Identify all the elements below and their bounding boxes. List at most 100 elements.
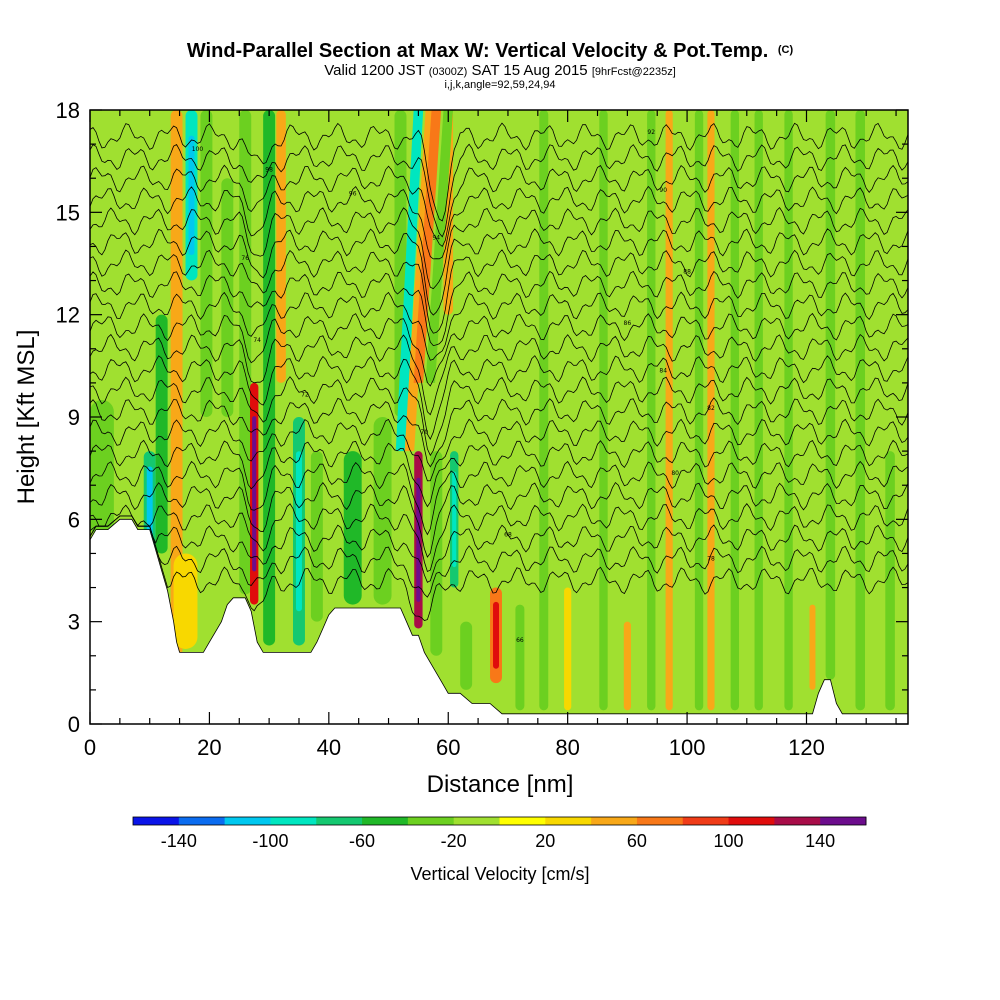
terrain-outline xyxy=(90,518,908,724)
theta-contour-19 xyxy=(90,164,908,248)
colorbar-tick-label: -60 xyxy=(349,831,375,851)
colorbar-tick-label: 60 xyxy=(627,831,647,851)
colorbar-tick-label: 100 xyxy=(714,831,744,851)
colorbar-tick-label: -140 xyxy=(161,831,197,851)
colorbar-tick-label: -100 xyxy=(252,831,288,851)
w-cell-5 xyxy=(173,553,198,649)
w-cell-34 xyxy=(784,110,793,711)
w-cell-37 xyxy=(855,110,866,711)
w-cell-36 xyxy=(825,110,836,680)
x-axis: 0 20 40 60 80 100 120 xyxy=(84,110,897,760)
theta-contour-16 xyxy=(90,228,908,316)
colorbar-swatch xyxy=(178,817,226,825)
w-cell-23 xyxy=(515,604,525,711)
theta-contour-6 xyxy=(90,439,908,508)
colorbar-swatch xyxy=(636,817,684,825)
w-cell-14 xyxy=(343,451,362,605)
contour-label: 66 xyxy=(516,637,524,644)
colorbar-swatch xyxy=(682,817,730,825)
w-cell-29 xyxy=(665,110,673,711)
w-cell-27 xyxy=(623,621,631,711)
theta-contour-11 xyxy=(90,333,908,416)
chart-subtitle-2: i,j,k,angle=92,59,24,94 xyxy=(444,79,555,91)
w-cell-25 xyxy=(564,587,572,711)
colorbar-title: Vertical Velocity [cm/s] xyxy=(410,864,589,884)
chart-subtitle: Valid 1200 JST (0300Z) SAT 15 Aug 2015 [… xyxy=(324,62,676,79)
contour-label: 78 xyxy=(707,555,715,562)
w-cell-30 xyxy=(694,110,704,711)
colorbar-tick-label: 140 xyxy=(805,831,835,851)
theta-contour-3 xyxy=(90,503,908,573)
contour-label: 70 xyxy=(421,429,429,436)
w-core-9 xyxy=(252,416,257,572)
terrain xyxy=(90,519,908,724)
w-cell-24 xyxy=(539,110,549,711)
colorbar-tick-label: -20 xyxy=(441,831,467,851)
w-cell-15 xyxy=(373,417,392,605)
colorbar-swatch xyxy=(362,817,409,825)
chart-title: Wind-Parallel Section at Max W: Vertical… xyxy=(187,40,794,62)
contour-label: 82 xyxy=(707,405,715,412)
contour-label: 94 xyxy=(432,235,440,242)
w-core-19 xyxy=(452,471,457,568)
theta-contour-10 xyxy=(90,355,908,440)
colorbar-swatch xyxy=(545,817,592,825)
colorbar-swatch xyxy=(591,817,638,825)
y-tick-label: 0 xyxy=(68,712,80,737)
theta-contour-0 xyxy=(90,515,908,621)
contour-label: 92 xyxy=(647,129,655,136)
colorbar-swatch xyxy=(820,817,867,825)
w-cell-3 xyxy=(170,110,183,656)
y-tick-label: 9 xyxy=(68,405,80,430)
theta-contour-2 xyxy=(90,515,908,583)
theta-contour-8 xyxy=(90,397,908,468)
w-band-0 xyxy=(395,110,424,452)
w-cell-35 xyxy=(809,604,816,690)
theta-contour-5 xyxy=(90,460,908,536)
w-cell-0 xyxy=(90,399,114,537)
theta-contour-13 xyxy=(90,291,908,361)
x-tick-label: 100 xyxy=(669,735,706,760)
x-tick-label: 80 xyxy=(555,735,579,760)
contour-label: 84 xyxy=(659,368,667,375)
w-core-17 xyxy=(416,477,421,602)
colorbar-swatch xyxy=(316,817,363,825)
y-tick-label: 15 xyxy=(56,200,80,225)
theta-contour-9 xyxy=(90,376,908,457)
w-cell-28 xyxy=(647,110,656,711)
w-cell-6 xyxy=(200,110,213,417)
w-cell-13 xyxy=(310,451,323,622)
theta-contour-15 xyxy=(90,249,908,334)
w-cell-26 xyxy=(599,110,608,711)
colorbar: -140 -100 -60 -20 20 60 100 140 xyxy=(132,816,867,851)
y-tick-label: 18 xyxy=(56,98,80,123)
x-tick-label: 120 xyxy=(788,735,825,760)
x-axis-title: Distance [nm] xyxy=(427,771,574,798)
potential-temperature-contours: 100 98 96 94 92 90 88 86 84 82 80 78 76 74 72 70 68 66 xyxy=(90,122,908,644)
colorbar-swatch xyxy=(407,817,455,825)
theta-contour-7 xyxy=(90,418,908,482)
y-axis-title: Height [Kft MSL] xyxy=(13,330,40,505)
x-tick-label: 20 xyxy=(197,735,221,760)
w-core-1 xyxy=(146,466,153,539)
y-axis: 0 3 6 9 12 15 18 xyxy=(56,98,908,737)
title-mark: (C) xyxy=(778,44,794,56)
plot-area: 100 98 96 94 92 90 88 86 84 82 80 78 76 74 72 70 68 66 xyxy=(90,110,908,724)
theta-contour-21 xyxy=(90,122,908,222)
theta-contour-14 xyxy=(90,270,908,347)
contour-label: 76 xyxy=(241,255,249,262)
y-tick-label: 6 xyxy=(68,507,80,532)
velocity-field xyxy=(90,110,895,711)
w-cell-8 xyxy=(239,110,252,595)
theta-contour-18 xyxy=(90,185,908,260)
w-band-3 xyxy=(425,110,454,383)
colorbar-swatch xyxy=(453,817,500,825)
w-cell-18 xyxy=(430,451,443,656)
w-core-22 xyxy=(493,601,499,669)
contour-label: 90 xyxy=(659,187,667,194)
colorbar-swatch xyxy=(133,817,180,825)
contour-label: 96 xyxy=(349,190,357,197)
contour-label: 74 xyxy=(253,337,261,344)
colorbar-swatch xyxy=(224,817,271,825)
